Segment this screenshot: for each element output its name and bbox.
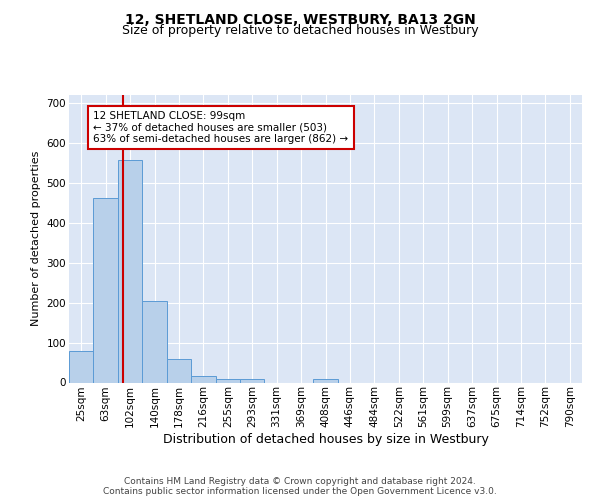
Bar <box>191 376 215 382</box>
Bar <box>313 380 338 382</box>
Bar <box>118 160 142 382</box>
Text: Contains HM Land Registry data © Crown copyright and database right 2024.
Contai: Contains HM Land Registry data © Crown c… <box>103 476 497 496</box>
Text: Size of property relative to detached houses in Westbury: Size of property relative to detached ho… <box>122 24 478 37</box>
Bar <box>240 380 265 382</box>
Y-axis label: Number of detached properties: Number of detached properties <box>31 151 41 326</box>
Bar <box>167 358 191 382</box>
Bar <box>69 350 94 382</box>
Text: 12, SHETLAND CLOSE, WESTBURY, BA13 2GN: 12, SHETLAND CLOSE, WESTBURY, BA13 2GN <box>125 12 475 26</box>
X-axis label: Distribution of detached houses by size in Westbury: Distribution of detached houses by size … <box>163 433 488 446</box>
Bar <box>94 198 118 382</box>
Bar <box>142 301 167 382</box>
Bar <box>215 379 240 382</box>
Text: 12 SHETLAND CLOSE: 99sqm
← 37% of detached houses are smaller (503)
63% of semi-: 12 SHETLAND CLOSE: 99sqm ← 37% of detach… <box>94 111 349 144</box>
